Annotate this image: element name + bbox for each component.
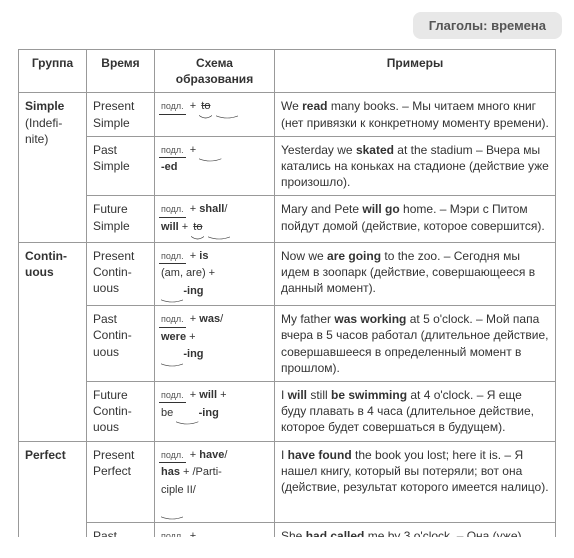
cell-time: Past Contin-uous — [87, 306, 155, 382]
table-row: Future Contin-uousподл. + will +be -ingI… — [19, 382, 556, 442]
table-row: Contin-uousPresent Contin-uousподл. + is… — [19, 242, 556, 306]
cell-example: Mary and Pete will go home. – Мэри с Пит… — [275, 196, 556, 242]
col-header-examples: Примеры — [275, 50, 556, 93]
section-header-text: Глаголы: времена — [429, 18, 546, 33]
cell-time: Past Perfect — [87, 522, 155, 537]
cell-example: I have found the book you lost; here it … — [275, 441, 556, 522]
cell-time: Future Contin-uous — [87, 382, 155, 442]
cell-formula: подл. + is(am, are) + -ing — [155, 242, 275, 306]
cell-time: Past Simple — [87, 136, 155, 196]
cell-formula: подл. + to — [155, 93, 275, 136]
table-row: Future Simpleподл. + shall/will + to Mar… — [19, 196, 556, 242]
cell-formula: подл. + shall/will + to — [155, 196, 275, 242]
table-body: Simple(Indefi-nite)Present Simpleподл. +… — [19, 93, 556, 537]
table-row: Simple(Indefi-nite)Present Simpleподл. +… — [19, 93, 556, 136]
cell-formula: подл. + was/were + -ing — [155, 306, 275, 382]
cell-example: Yesterday we skated at the stadium – Вче… — [275, 136, 556, 196]
section-header-pill: Глаголы: времена — [413, 12, 562, 39]
cell-example: Now we are going to the zoo. – Сегодня м… — [275, 242, 556, 306]
cell-example: We read many books. – Мы читаем много кн… — [275, 93, 556, 136]
table-header-row: Группа Время Схема образования Примеры — [19, 50, 556, 93]
cell-time: Present Simple — [87, 93, 155, 136]
col-header-group: Группа — [19, 50, 87, 93]
col-header-formula: Схема образования — [155, 50, 275, 93]
col-header-time: Время — [87, 50, 155, 93]
cell-example: She had called me by 3 o'clock. – Она (у… — [275, 522, 556, 537]
cell-formula: подл. ++ /Participle II/ — [155, 522, 275, 537]
tense-table: Группа Время Схема образования Примеры S… — [18, 49, 556, 537]
cell-group: Contin-uous — [19, 242, 87, 441]
cell-formula: подл. + have/has + /Parti-ciple II/ — [155, 441, 275, 522]
cell-time: Present Contin-uous — [87, 242, 155, 306]
cell-group: Perfect — [19, 441, 87, 537]
cell-time: Present Perfect — [87, 441, 155, 522]
table-row: Past Simpleподл. + -edYesterday we skate… — [19, 136, 556, 196]
cell-time: Future Simple — [87, 196, 155, 242]
table-row: PerfectPresent Perfectподл. + have/has +… — [19, 441, 556, 522]
cell-formula: подл. + will +be -ing — [155, 382, 275, 442]
cell-group: Simple(Indefi-nite) — [19, 93, 87, 242]
table-row: Past Contin-uousподл. + was/were + -ingM… — [19, 306, 556, 382]
cell-example: My father was working at 5 o'clock. – Мо… — [275, 306, 556, 382]
cell-formula: подл. + -ed — [155, 136, 275, 196]
table-row: Past Perfectподл. ++ /Participle II/She … — [19, 522, 556, 537]
cell-example: I will still be swimming at 4 o'clock. –… — [275, 382, 556, 442]
